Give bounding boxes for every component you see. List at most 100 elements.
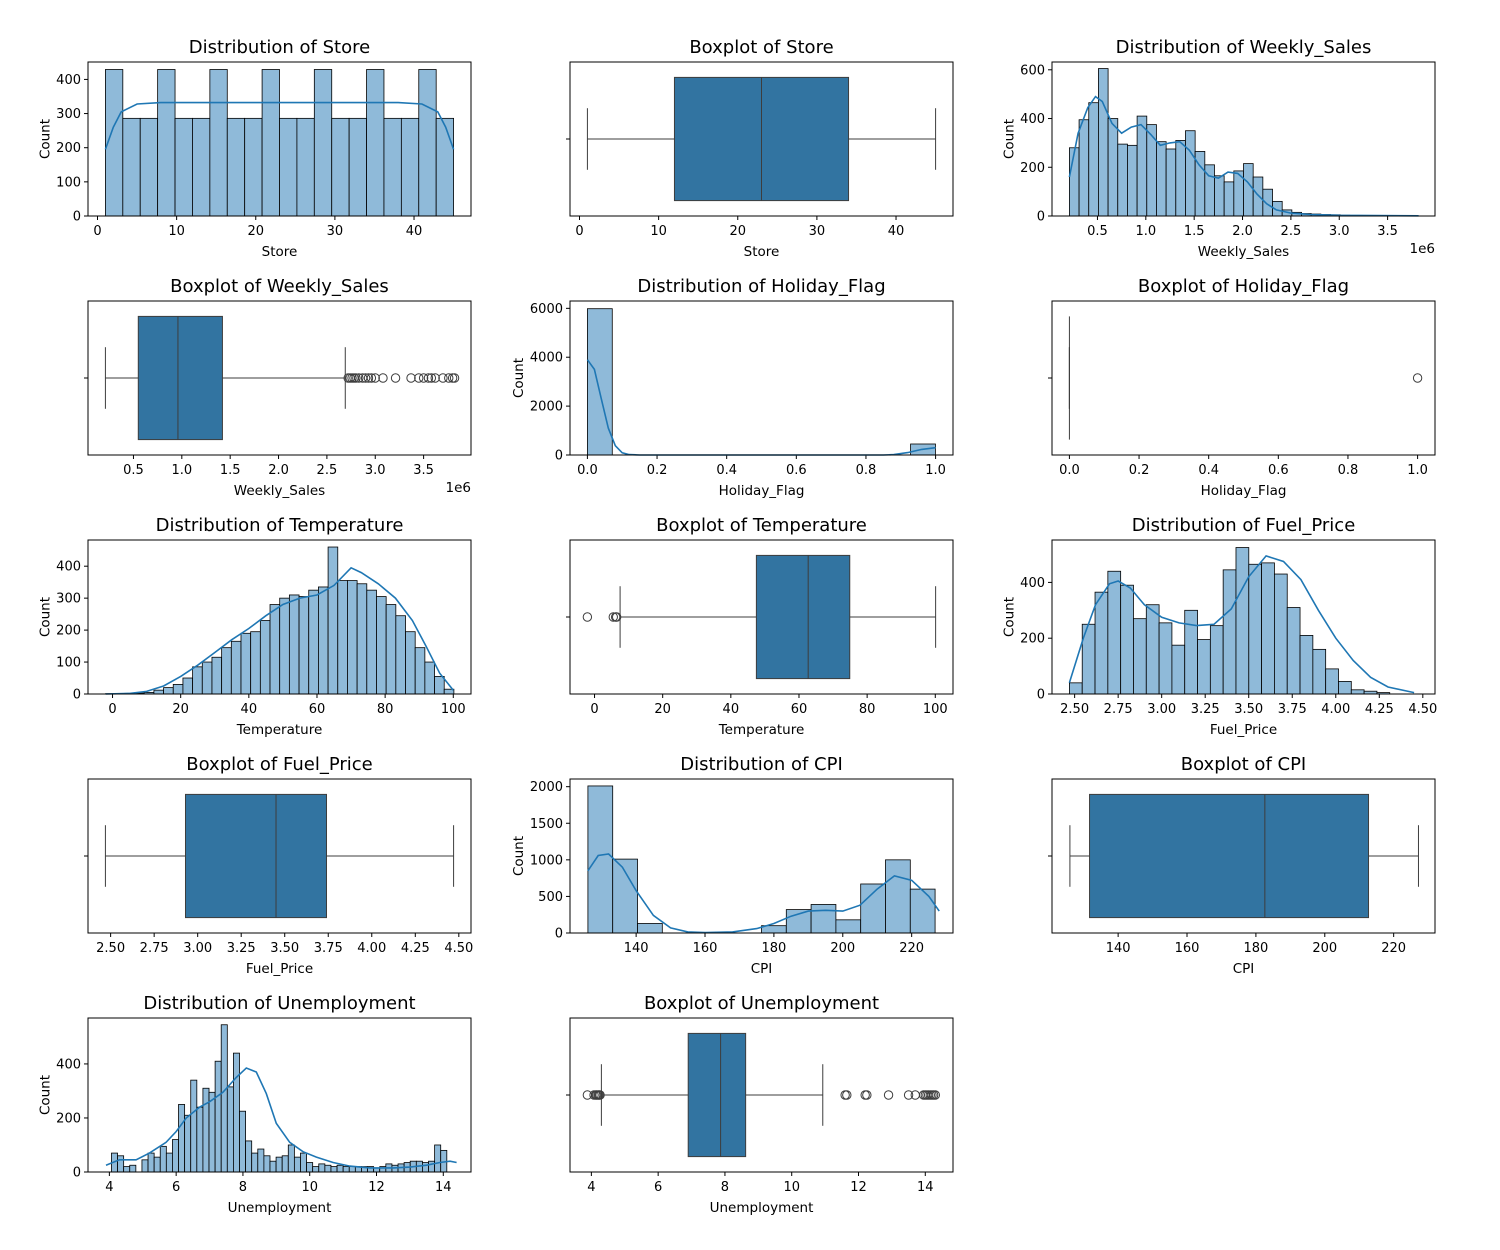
histogram-bar (1107, 570, 1122, 695)
histogram-bar (909, 888, 936, 934)
x-tick-label: 2.50 (1060, 702, 1089, 717)
histogram-bar (1184, 609, 1198, 695)
histogram-bar (190, 1079, 198, 1173)
histogram-bar (184, 1114, 192, 1173)
x-tick-label: 40 (723, 702, 740, 717)
y-axis-label: Count (1001, 597, 1017, 637)
histogram-bar (298, 596, 310, 695)
plot-frame (87, 300, 472, 456)
y-tick-label: 0 (555, 449, 563, 464)
histogram-bar (318, 1163, 326, 1173)
y-tick-label: 200 (56, 1111, 81, 1126)
histogram-bar (117, 1155, 125, 1173)
histogram-bar (435, 117, 454, 217)
histogram-bar (293, 1156, 301, 1173)
y-tick-label: 600 (1020, 63, 1045, 78)
x-tick-label: 200 (830, 941, 855, 956)
x-tick-label: 10 (168, 224, 185, 239)
histogram-bar (366, 589, 377, 695)
x-tick-label: 14 (917, 1180, 934, 1195)
subplot-2: Distribution of Weekly_Sales 0.5 1.0 1.5 2.0… (1001, 37, 1436, 260)
histogram-bar (214, 1060, 222, 1173)
histogram-bar (279, 597, 290, 695)
x-tick-label: 3.75 (314, 941, 343, 956)
histogram-bar (122, 117, 141, 217)
x-offset-label: 1e6 (446, 480, 471, 496)
outlier-point (430, 373, 440, 383)
kde-line (587, 853, 940, 934)
subplot-8: Distribution of Fuel_Price 2.50 2.75 3.00 3.… (1001, 515, 1437, 738)
histogram-bar (418, 69, 437, 217)
outlier-point (444, 373, 454, 383)
histogram-bar (318, 586, 329, 695)
x-tick-label: 100 (441, 702, 466, 717)
histogram-bar (336, 1164, 344, 1173)
x-tick-label: 0.4 (716, 463, 737, 478)
x-tick-label: 1.0 (925, 463, 946, 478)
histogram-bar (395, 615, 406, 695)
histogram-bar (1197, 639, 1211, 695)
outlier-point (438, 373, 448, 383)
x-tick-label: 80 (377, 702, 394, 717)
x-tick-label: 0.0 (1059, 463, 1080, 478)
subplot-title: Boxplot of Unemployment (644, 993, 879, 1014)
plot-frame (87, 778, 472, 934)
subplot-1: Boxplot of Store 0 10 20 30 40 Store (566, 37, 954, 260)
x-axis-label: CPI (1233, 961, 1255, 977)
histogram-bar (263, 1155, 271, 1173)
plot-frame (1051, 61, 1436, 217)
histogram-bar (308, 589, 319, 695)
plot-frame (87, 61, 472, 217)
x-tick-label: 140 (624, 941, 649, 956)
x-tick-label: 180 (761, 941, 786, 956)
kde-line (105, 1067, 457, 1169)
x-tick-label: 2.0 (1232, 224, 1253, 239)
kde-line (104, 101, 455, 150)
histogram-bar (587, 308, 613, 456)
histogram-bar (172, 684, 184, 695)
histogram-bar (1274, 573, 1288, 695)
histogram-bar (269, 604, 281, 695)
histogram-bar (178, 1104, 186, 1173)
histogram-bar (153, 1156, 161, 1173)
x-tick-label: 3.0 (1329, 224, 1350, 239)
histogram-bar (356, 583, 368, 695)
outlier-point (426, 373, 437, 383)
kde-line (105, 566, 454, 695)
histogram-bar (885, 859, 911, 934)
histogram-bar (1107, 118, 1119, 217)
histogram-bar (337, 580, 348, 695)
x-tick-label: 20 (654, 702, 671, 717)
x-tick-label: 0.6 (786, 463, 807, 478)
outlier-point (1412, 373, 1423, 383)
y-axis-label: Count (1001, 119, 1017, 159)
outlier-point (378, 373, 388, 383)
outlier-point (611, 612, 622, 622)
histogram-bar (192, 117, 211, 217)
histogram-bar (1158, 622, 1173, 695)
x-tick-label: 3.50 (1234, 702, 1263, 717)
y-tick-label: 400 (56, 73, 81, 88)
y-tick-label: 300 (56, 107, 81, 122)
x-tick-label: 4 (105, 1180, 113, 1195)
histogram-bar (1156, 141, 1167, 217)
y-tick-label: 400 (1020, 112, 1045, 127)
histogram-bar (324, 1164, 332, 1173)
y-tick-label: 0 (1037, 688, 1045, 703)
histogram-bar (400, 117, 420, 217)
outlier-point (370, 373, 380, 383)
histogram-bar (208, 1091, 216, 1173)
histogram-bar (245, 1140, 253, 1173)
histogram-bar (1214, 175, 1225, 217)
x-tick-label: 1.5 (1184, 224, 1205, 239)
y-tick-label: 1000 (530, 853, 563, 868)
histogram-bar (1069, 682, 1083, 695)
x-axis-label: Temperature (236, 722, 323, 738)
histogram-bar (860, 883, 886, 934)
outlier-point (414, 373, 424, 383)
x-tick-label: 3.00 (183, 941, 212, 956)
kde-line (1068, 554, 1415, 694)
outlier-point (595, 1090, 605, 1100)
histogram-bar (287, 1144, 295, 1173)
histogram-bar (313, 69, 333, 217)
